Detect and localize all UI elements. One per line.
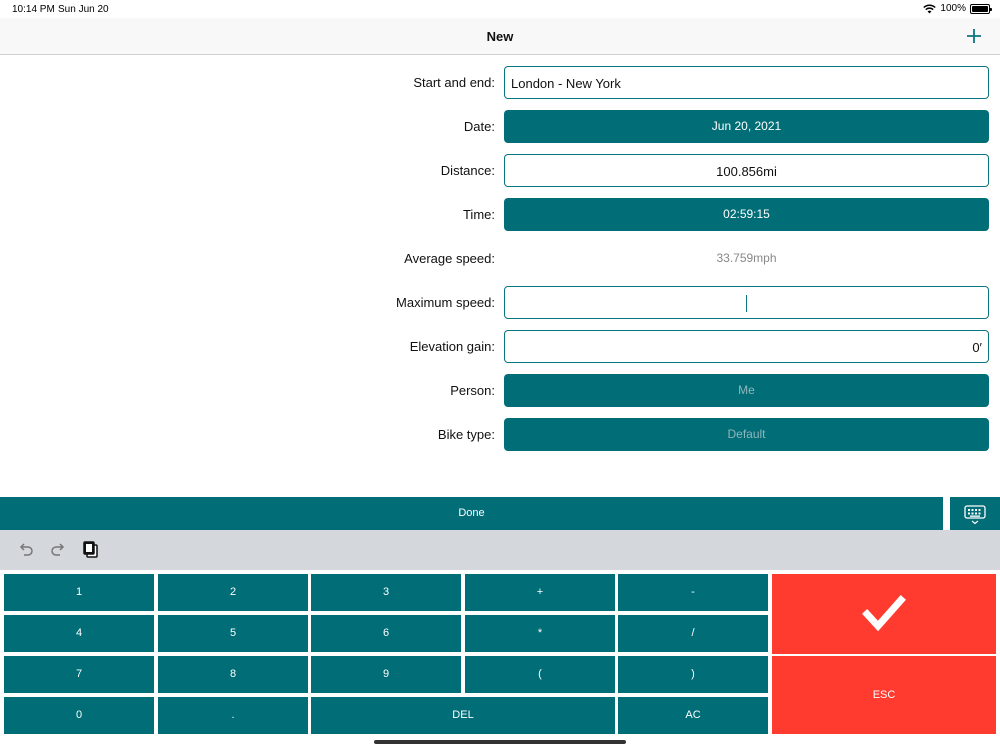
bike-type-label: Bike type: bbox=[437, 427, 495, 442]
average-speed-label: Average speed: bbox=[404, 251, 495, 266]
status-right: 100% bbox=[923, 3, 992, 14]
average-speed-value: 33.759mph bbox=[716, 251, 777, 265]
keyboard-toolbar bbox=[0, 530, 1000, 570]
page-title: New bbox=[486, 29, 514, 44]
start-end-input[interactable]: London - New York bbox=[504, 66, 989, 99]
start-end-label: Start and end: bbox=[413, 75, 495, 90]
confirm-key[interactable] bbox=[772, 574, 996, 654]
maximum-speed-input[interactable] bbox=[504, 286, 989, 319]
key-2[interactable]: 2 bbox=[158, 574, 308, 611]
time-button[interactable]: 02:59:15 bbox=[504, 198, 989, 231]
key-ac[interactable]: AC bbox=[618, 697, 768, 734]
key-0[interactable]: 0 bbox=[4, 697, 154, 734]
keyboard-icon bbox=[964, 505, 986, 525]
row-distance: Distance: 100.856mi bbox=[0, 154, 1000, 187]
distance-input[interactable]: 100.856mi bbox=[504, 154, 989, 187]
done-button[interactable]: Done bbox=[0, 497, 943, 530]
redo-icon bbox=[51, 543, 65, 556]
elevation-gain-label: Elevation gain: bbox=[409, 339, 495, 354]
clipboard-icon bbox=[83, 541, 98, 558]
maximum-speed-label: Maximum speed: bbox=[396, 295, 495, 310]
navigation-bar: New bbox=[0, 18, 1000, 55]
key-6[interactable]: 6 bbox=[311, 615, 461, 652]
key-5[interactable]: 5 bbox=[158, 615, 308, 652]
battery-fill bbox=[972, 5, 988, 12]
key-multiply[interactable]: * bbox=[465, 615, 615, 652]
key-open-paren[interactable]: ( bbox=[465, 656, 615, 693]
key-decimal[interactable]: . bbox=[158, 697, 308, 734]
esc-key[interactable]: ESC bbox=[772, 656, 996, 734]
time-label: Time: bbox=[462, 207, 495, 222]
key-9[interactable]: 9 bbox=[311, 656, 461, 693]
row-elevation-gain: Elevation gain: 0′ bbox=[0, 330, 1000, 363]
numeric-keypad: ESC 1 2 3 + - 4 5 6 */ 7 8 9() 0. DEL AC bbox=[0, 570, 1000, 750]
person-label: Person: bbox=[450, 383, 495, 398]
key-divide[interactable]: / bbox=[618, 615, 768, 652]
row-average-speed: Average speed: 33.759mph bbox=[0, 242, 1000, 275]
distance-label: Distance: bbox=[440, 163, 495, 178]
bike-type-button[interactable]: Default bbox=[504, 418, 989, 451]
key-plus[interactable]: + bbox=[465, 574, 615, 611]
undo-button[interactable] bbox=[16, 540, 36, 560]
row-time: Time: 02:59:15 bbox=[0, 198, 1000, 231]
key-3[interactable]: 3 bbox=[311, 574, 461, 611]
wifi-icon bbox=[923, 3, 937, 13]
checkmark-icon bbox=[862, 595, 906, 632]
key-8[interactable]: 8 bbox=[158, 656, 308, 693]
elevation-gain-value: 0′ bbox=[972, 340, 982, 355]
undo-icon bbox=[19, 543, 33, 556]
row-person: Person: Me bbox=[0, 374, 1000, 407]
row-maximum-speed: Maximum speed: bbox=[0, 286, 1000, 319]
status-bar: 10:14 PM Sun Jun 20 100% bbox=[0, 0, 1000, 18]
paste-button[interactable] bbox=[81, 540, 101, 560]
keyboard-toggle-button[interactable] bbox=[950, 497, 1000, 530]
redo-button[interactable] bbox=[48, 540, 68, 560]
row-date: Date: Jun 20, 2021 bbox=[0, 110, 1000, 143]
battery-percent: 100% bbox=[940, 3, 966, 14]
key-4[interactable]: 4 bbox=[4, 615, 154, 652]
person-button[interactable]: Me bbox=[504, 374, 989, 407]
battery-icon bbox=[970, 3, 992, 14]
elevation-gain-input[interactable]: 0′ bbox=[504, 330, 989, 363]
key-7[interactable]: 7 bbox=[4, 656, 154, 693]
start-end-value: London - New York bbox=[511, 76, 621, 91]
key-1[interactable]: 1 bbox=[4, 574, 154, 611]
distance-value: 100.856mi bbox=[716, 164, 777, 179]
row-start-end: Start and end: London - New York bbox=[0, 66, 1000, 99]
add-button[interactable] bbox=[962, 24, 986, 48]
row-bike-type: Bike type: Default bbox=[0, 418, 1000, 451]
home-indicator bbox=[374, 740, 626, 744]
key-minus[interactable]: - bbox=[618, 574, 768, 611]
date-button[interactable]: Jun 20, 2021 bbox=[504, 110, 989, 143]
plus-icon bbox=[967, 29, 981, 43]
text-caret bbox=[746, 295, 747, 312]
key-close-paren[interactable]: ) bbox=[618, 656, 768, 693]
status-date: Sun Jun 20 bbox=[58, 4, 109, 15]
date-label: Date: bbox=[463, 119, 495, 134]
key-del[interactable]: DEL bbox=[311, 697, 615, 734]
status-time: 10:14 PM bbox=[12, 4, 55, 15]
